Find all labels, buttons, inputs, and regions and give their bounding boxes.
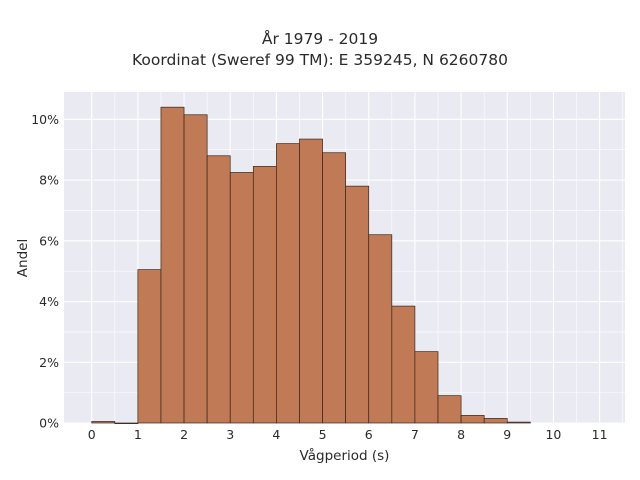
y-axis-ticks: 0% 2% 4% 6% 8% 10% <box>31 112 59 431</box>
y-tick-label: 8% <box>39 173 59 188</box>
y-tick-label: 2% <box>39 355 59 370</box>
histogram-bar <box>114 422 139 424</box>
histogram-bar <box>506 421 531 424</box>
histogram-bar <box>137 269 162 424</box>
histogram-bar <box>322 152 347 424</box>
histogram-bar <box>183 114 208 424</box>
chart-title-line-1: År 1979 - 2019 <box>261 30 379 48</box>
x-tick-label: 8 <box>457 427 465 442</box>
histogram-bar <box>483 418 508 424</box>
histogram-bar <box>206 155 231 424</box>
x-tick-label: 0 <box>88 427 96 442</box>
histogram-bar <box>229 172 254 424</box>
histogram-bar <box>160 106 185 424</box>
y-tick-label: 0% <box>39 416 59 431</box>
x-tick-label: 4 <box>272 427 280 442</box>
x-tick-label: 10 <box>545 427 561 442</box>
x-tick-label: 9 <box>503 427 511 442</box>
y-tick-label: 10% <box>31 112 59 127</box>
x-tick-label: 5 <box>319 427 327 442</box>
x-tick-label: 6 <box>365 427 373 442</box>
x-axis-label: Vågperiod (s) <box>299 448 390 464</box>
bars <box>91 106 531 424</box>
histogram-bar <box>91 421 116 424</box>
x-tick-label: 11 <box>592 427 608 442</box>
histogram-bar <box>368 234 393 424</box>
histogram-bar <box>276 143 300 424</box>
y-axis-label: Andel <box>15 238 31 278</box>
x-tick-label: 2 <box>180 427 188 442</box>
y-tick-label: 6% <box>39 233 59 248</box>
x-tick-label: 7 <box>411 427 419 442</box>
chart-title-line-2: Koordinat (Sweref 99 TM): E 359245, N 62… <box>132 51 508 69</box>
y-tick-label: 4% <box>39 294 59 309</box>
histogram-bar <box>299 138 323 424</box>
histogram-bar <box>437 395 462 424</box>
x-tick-label: 1 <box>134 427 142 442</box>
histogram-bar <box>460 415 485 424</box>
histogram-bar <box>414 351 439 424</box>
histogram-bar <box>345 185 370 424</box>
x-axis-ticks: 0 1 2 3 4 5 6 7 8 9 10 11 <box>88 427 608 442</box>
histogram-bar <box>252 166 277 424</box>
x-tick-label: 3 <box>226 427 234 442</box>
histogram-bar <box>391 305 416 424</box>
